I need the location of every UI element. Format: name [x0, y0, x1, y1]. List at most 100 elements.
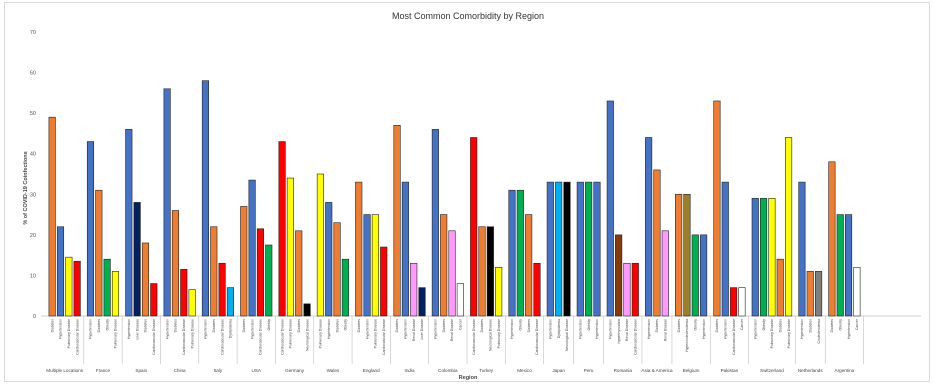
category-label: Pulmonary Disease: [114, 319, 118, 349]
category-label: Pulmonary Disease: [319, 319, 323, 349]
bar: [189, 290, 196, 316]
bar: [440, 215, 447, 316]
category-label: Hypertension: [510, 319, 514, 339]
category-label: Renal Disease: [625, 319, 629, 341]
bar: [752, 198, 759, 316]
bar: [479, 227, 486, 316]
bar: [662, 231, 669, 316]
category-label: Obesity: [693, 319, 697, 331]
category-label: Diabetes: [778, 319, 782, 333]
category-label: Dyslipidemia: [557, 319, 561, 338]
bar: [410, 263, 417, 316]
comorbidity-bar-chart: Most Common Comorbidity by Region % of C…: [5, 3, 931, 383]
region-label: Turkey: [479, 368, 494, 373]
bar: [380, 247, 387, 316]
bar: [615, 235, 622, 316]
y-tick-label: 70: [30, 30, 36, 36]
category-label: Diabetes: [808, 319, 812, 333]
bar: [487, 227, 494, 316]
region-label: Peru: [584, 368, 594, 373]
bar: [645, 137, 652, 316]
bar: [66, 257, 73, 316]
bar: [96, 190, 103, 316]
category-label: Cardiovascular Disease: [220, 319, 224, 355]
region-label: Pakistan: [721, 368, 739, 373]
category-label: Obesity: [762, 319, 766, 331]
bar: [714, 101, 721, 316]
region-label: USA: [252, 368, 262, 373]
category-label: Pulmonary Disease: [289, 319, 293, 349]
bar: [607, 101, 614, 316]
bar: [295, 231, 302, 316]
bar: [555, 182, 562, 316]
category-label: Hypertension: [165, 319, 169, 339]
bar: [722, 182, 729, 316]
bar: [785, 137, 792, 316]
category-label: Cardiovascular Disease: [633, 319, 637, 355]
category-label: Hypertension: [434, 319, 438, 339]
bar: [564, 182, 571, 316]
bar: [325, 202, 332, 316]
category-label: Hypertension: [404, 319, 408, 339]
x-axis-label: Region: [459, 375, 478, 381]
category-label: Hypertension: [127, 319, 131, 339]
bar: [164, 89, 171, 316]
category-label: Cardiovascular Disease: [75, 319, 79, 355]
bar: [837, 215, 844, 316]
category-label: Dyslipidemia: [229, 319, 233, 338]
category-label: Diabetes: [480, 319, 484, 333]
category-label: Cancer: [459, 318, 463, 330]
category-label: Hypertension: [753, 319, 757, 339]
category-label: Obesity: [344, 319, 348, 331]
category-label: Cardiovascular Disease: [382, 319, 386, 355]
category-label: Cardiovascular Disease: [732, 319, 736, 355]
category-label: Hyperthyroidism: [617, 319, 621, 344]
region-label: Mexico: [517, 368, 532, 373]
bar: [57, 227, 64, 316]
category-label: Liver Disease: [135, 319, 139, 340]
category-label: Diabetes: [297, 319, 301, 333]
bar: [134, 202, 141, 316]
category-label: Hypertension: [609, 319, 613, 339]
region-label: Japan: [552, 368, 565, 373]
bar: [739, 288, 746, 316]
region-label: India: [405, 368, 415, 373]
y-tick-label: 30: [30, 192, 36, 198]
bar: [304, 304, 311, 316]
category-label: Renal Disease: [450, 319, 454, 341]
bar: [807, 271, 814, 316]
category-label: Neurological Disease: [489, 319, 493, 351]
category-label: Hypertension: [327, 319, 331, 339]
category-label: Hypertension: [59, 319, 63, 339]
category-label: Cancer: [740, 318, 744, 330]
category-label: Hypertension: [579, 319, 583, 339]
bar: [525, 215, 532, 316]
category-label: Neurological Disease: [565, 319, 569, 351]
category-label: Diabetes: [97, 319, 101, 333]
category-label: Obesity: [838, 319, 842, 331]
bar: [104, 259, 111, 316]
bar: [249, 180, 256, 316]
region-label: Asia & America: [641, 368, 673, 373]
category-label: Diabetes: [830, 319, 834, 333]
bar: [594, 182, 601, 316]
bar: [654, 170, 661, 316]
bar: [317, 174, 324, 316]
bar: [432, 129, 439, 316]
bar: [675, 194, 682, 316]
region-label: Germany: [285, 368, 305, 373]
category-label: Diabetes: [655, 319, 659, 333]
bar: [219, 263, 226, 316]
category-label: Hypertension: [702, 319, 706, 339]
category-label: Cancer: [855, 318, 859, 330]
bar: [777, 259, 784, 316]
y-tick-label: 0: [33, 314, 36, 320]
region-label: Spain: [135, 368, 147, 373]
bar: [730, 288, 737, 316]
category-label: Cardiovascular Disease: [259, 319, 263, 355]
y-tick-label: 60: [30, 71, 36, 77]
category-label: Pulmonary Disease: [497, 319, 501, 349]
category-label: Cardiovascular Disease: [280, 319, 284, 355]
category-label: Cholesterolemia: [817, 319, 821, 344]
category-label: Hypertension: [204, 319, 208, 339]
